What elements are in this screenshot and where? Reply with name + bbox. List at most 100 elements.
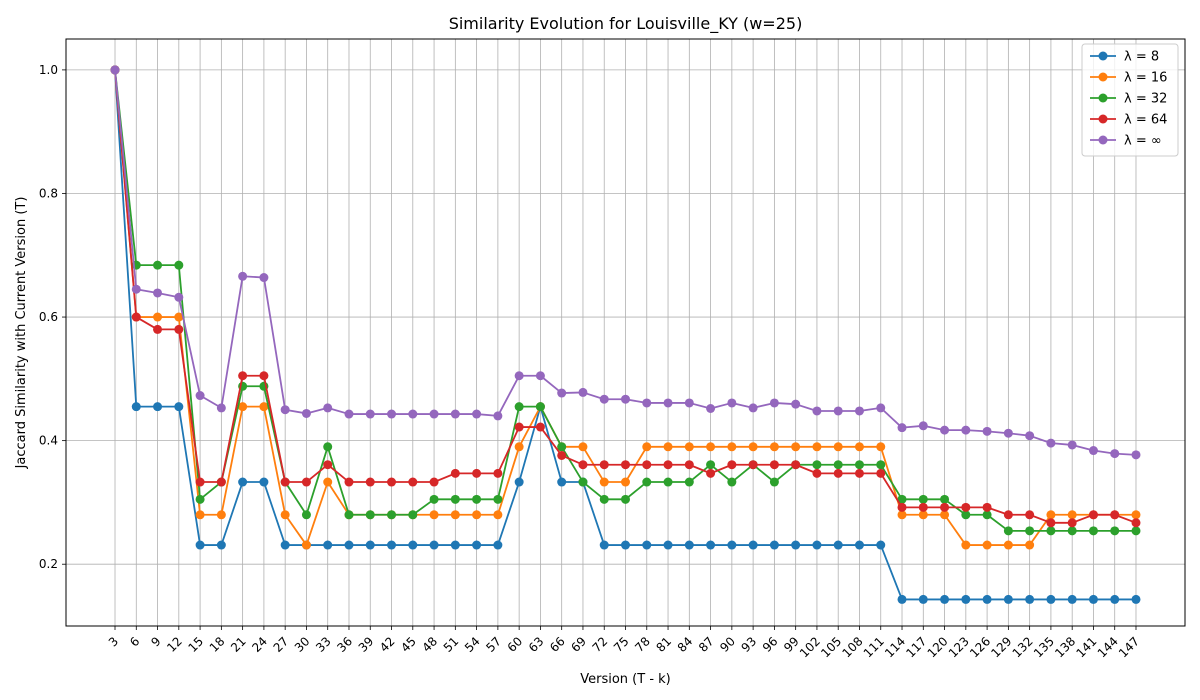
data-point	[1025, 510, 1035, 520]
data-point	[684, 477, 694, 487]
data-point	[387, 510, 397, 520]
data-point	[578, 442, 588, 452]
data-point	[408, 510, 418, 520]
data-point	[238, 402, 248, 412]
data-point	[174, 312, 184, 322]
data-point	[663, 398, 673, 408]
data-point	[982, 510, 992, 520]
x-tick-label: 81	[653, 634, 674, 655]
x-tick-label: 126	[967, 634, 993, 660]
data-point	[514, 442, 524, 452]
data-point	[153, 324, 163, 334]
legend: λ = 8 λ = 16 λ = 32 λ = 64 λ = ∞	[1081, 43, 1179, 157]
data-point	[1131, 510, 1141, 520]
data-point	[897, 594, 907, 604]
data-point	[621, 477, 630, 487]
data-point	[408, 540, 418, 550]
data-point	[535, 371, 545, 381]
data-point	[1110, 594, 1120, 604]
data-point	[344, 409, 354, 419]
data-point	[621, 494, 630, 504]
data-point	[387, 409, 397, 419]
data-point	[323, 540, 333, 550]
data-point	[472, 409, 482, 419]
legend-label: λ = 8	[1124, 50, 1159, 65]
x-tick-label: 15	[186, 634, 207, 655]
data-point	[1025, 540, 1035, 550]
x-tick-label: 114	[882, 634, 908, 660]
legend-marker	[1098, 135, 1108, 145]
y-tick-label: 1.0	[39, 63, 58, 77]
data-point	[876, 468, 886, 478]
data-point	[961, 425, 971, 435]
x-tick-label: 36	[334, 634, 355, 655]
data-point	[195, 391, 205, 401]
data-point	[833, 442, 843, 452]
data-point	[706, 404, 716, 414]
data-point	[1025, 431, 1035, 441]
data-point	[642, 442, 652, 452]
data-point	[472, 468, 482, 478]
data-point	[1046, 510, 1056, 520]
data-point	[918, 594, 928, 604]
data-point	[1003, 428, 1013, 438]
data-point	[940, 594, 950, 604]
data-point	[961, 594, 971, 604]
data-point	[1067, 594, 1077, 604]
data-point	[280, 510, 290, 520]
y-tick-label: 0.4	[39, 434, 58, 448]
data-point	[195, 477, 205, 487]
data-point	[450, 510, 460, 520]
x-tick-label: 66	[547, 634, 568, 655]
data-point	[259, 371, 269, 381]
data-point	[791, 399, 801, 409]
data-point	[1088, 526, 1098, 536]
data-point	[344, 540, 354, 550]
x-tick-label: 33	[313, 634, 334, 655]
x-tick-label: 39	[356, 634, 377, 655]
x-tick-label: 51	[441, 634, 462, 655]
x-tick-label: 69	[568, 634, 589, 655]
data-point	[429, 494, 439, 504]
data-point	[216, 540, 226, 550]
data-point	[514, 402, 524, 412]
data-point	[323, 442, 333, 452]
data-point	[812, 460, 822, 470]
data-point	[961, 510, 971, 520]
y-tick-label: 0.6	[39, 310, 58, 324]
data-point	[174, 260, 184, 270]
data-point	[557, 388, 567, 398]
data-point	[642, 460, 652, 470]
data-point	[748, 403, 758, 413]
data-point	[621, 460, 630, 470]
data-point	[684, 460, 694, 470]
data-point	[1131, 518, 1141, 528]
data-point	[153, 312, 163, 322]
data-point	[769, 540, 779, 550]
x-tick-label: 102	[797, 634, 823, 660]
data-point	[110, 65, 120, 75]
data-point	[1046, 594, 1056, 604]
data-point	[387, 477, 397, 487]
data-point	[301, 408, 311, 418]
data-point	[918, 421, 928, 431]
data-point	[493, 468, 503, 478]
data-point	[748, 540, 758, 550]
data-point	[557, 442, 567, 452]
data-point	[216, 403, 226, 413]
data-point	[982, 426, 992, 436]
data-point	[812, 540, 822, 550]
data-point	[195, 510, 205, 520]
x-tick-label: 138	[1052, 634, 1078, 660]
data-point	[131, 402, 141, 412]
x-tick-label: 93	[739, 634, 760, 655]
data-point	[1025, 594, 1035, 604]
x-tick-label: 108	[840, 634, 866, 660]
x-tick-label: 123	[946, 634, 972, 660]
data-point	[769, 477, 779, 487]
data-point	[769, 442, 779, 452]
data-point	[599, 477, 609, 487]
x-tick-label: 96	[760, 634, 781, 655]
data-point	[578, 460, 588, 470]
